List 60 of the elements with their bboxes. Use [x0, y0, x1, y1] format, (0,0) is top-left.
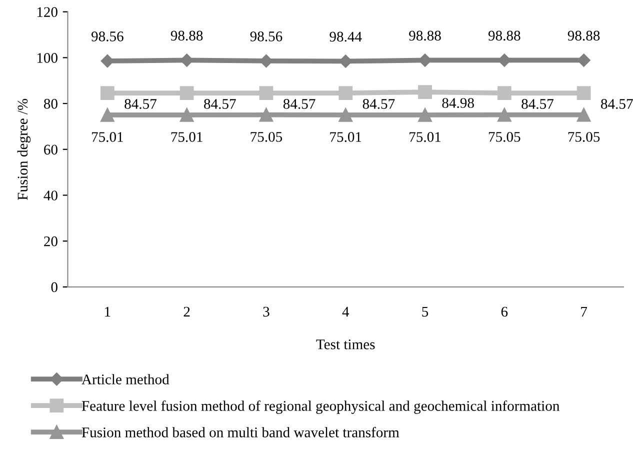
- data-label: 75.01: [330, 132, 362, 142]
- data-label: 98.88: [170, 30, 203, 41]
- data-label: 84.57: [124, 99, 156, 109]
- data-label: 98.88: [488, 30, 520, 41]
- point: [497, 86, 512, 100]
- point: [418, 85, 432, 100]
- data-label: 75.01: [92, 132, 123, 142]
- data-label: 84.57: [522, 99, 554, 109]
- point: [180, 86, 194, 100]
- data-label: 75.05: [568, 132, 600, 142]
- y-axis-title: Fusion degree /%: [17, 98, 31, 200]
- point: [100, 108, 114, 122]
- x-tick-label: 4: [342, 306, 350, 316]
- point: [260, 54, 273, 68]
- data-label: 75.01: [410, 132, 441, 142]
- data-label: 75.05: [250, 132, 282, 142]
- x-tick-label: 5: [422, 306, 428, 317]
- data-label: 98.56: [91, 31, 124, 42]
- data-label: 98.56: [250, 31, 282, 42]
- data-label: 84.98: [442, 98, 474, 108]
- legend-label: Fusion method based on multi band wavelet transform: [82, 426, 400, 438]
- point: [339, 54, 352, 68]
- x-tick-label: 6: [501, 306, 508, 317]
- point: [418, 108, 432, 122]
- y-tick-label: 20: [44, 236, 58, 246]
- y-tick-label: 0: [51, 282, 58, 292]
- point: [497, 108, 512, 122]
- x-tick-label: 7: [581, 306, 588, 316]
- point: [100, 86, 114, 100]
- y-tick-label: 80: [44, 98, 58, 109]
- legend-label: Feature level fusion method of regional geophysical and geochemical information: [82, 400, 560, 414]
- data-label: 84.57: [204, 99, 236, 109]
- legend-label: Article method: [82, 374, 170, 384]
- x-tick-label: 3: [263, 306, 270, 317]
- point: [180, 108, 194, 122]
- y-tick-label: 40: [44, 190, 58, 200]
- point: [498, 54, 511, 67]
- data-label: 98.44: [330, 32, 362, 42]
- x-tick-label: 1: [105, 306, 110, 316]
- x-tick-label: 2: [184, 306, 190, 316]
- data-label: 84.57: [283, 99, 316, 109]
- data-label: 98.88: [568, 30, 600, 41]
- data-label: 98.88: [409, 30, 441, 41]
- point: [576, 108, 591, 122]
- point: [259, 108, 274, 122]
- point: [259, 86, 274, 100]
- point: [338, 86, 353, 100]
- data-label: 84.57: [362, 99, 395, 109]
- x-axis-title: Test times: [316, 340, 375, 350]
- point: [338, 108, 353, 122]
- point: [576, 86, 591, 100]
- data-label: 84.57: [601, 99, 633, 109]
- point: [577, 54, 590, 67]
- data-label: 75.01: [171, 132, 202, 142]
- data-label: 75.05: [488, 132, 520, 142]
- point: [180, 54, 194, 67]
- y-tick-label: 60: [44, 144, 58, 155]
- y-tick-label: 100: [37, 53, 58, 63]
- point: [100, 54, 114, 68]
- y-tick-label: 120: [37, 7, 58, 18]
